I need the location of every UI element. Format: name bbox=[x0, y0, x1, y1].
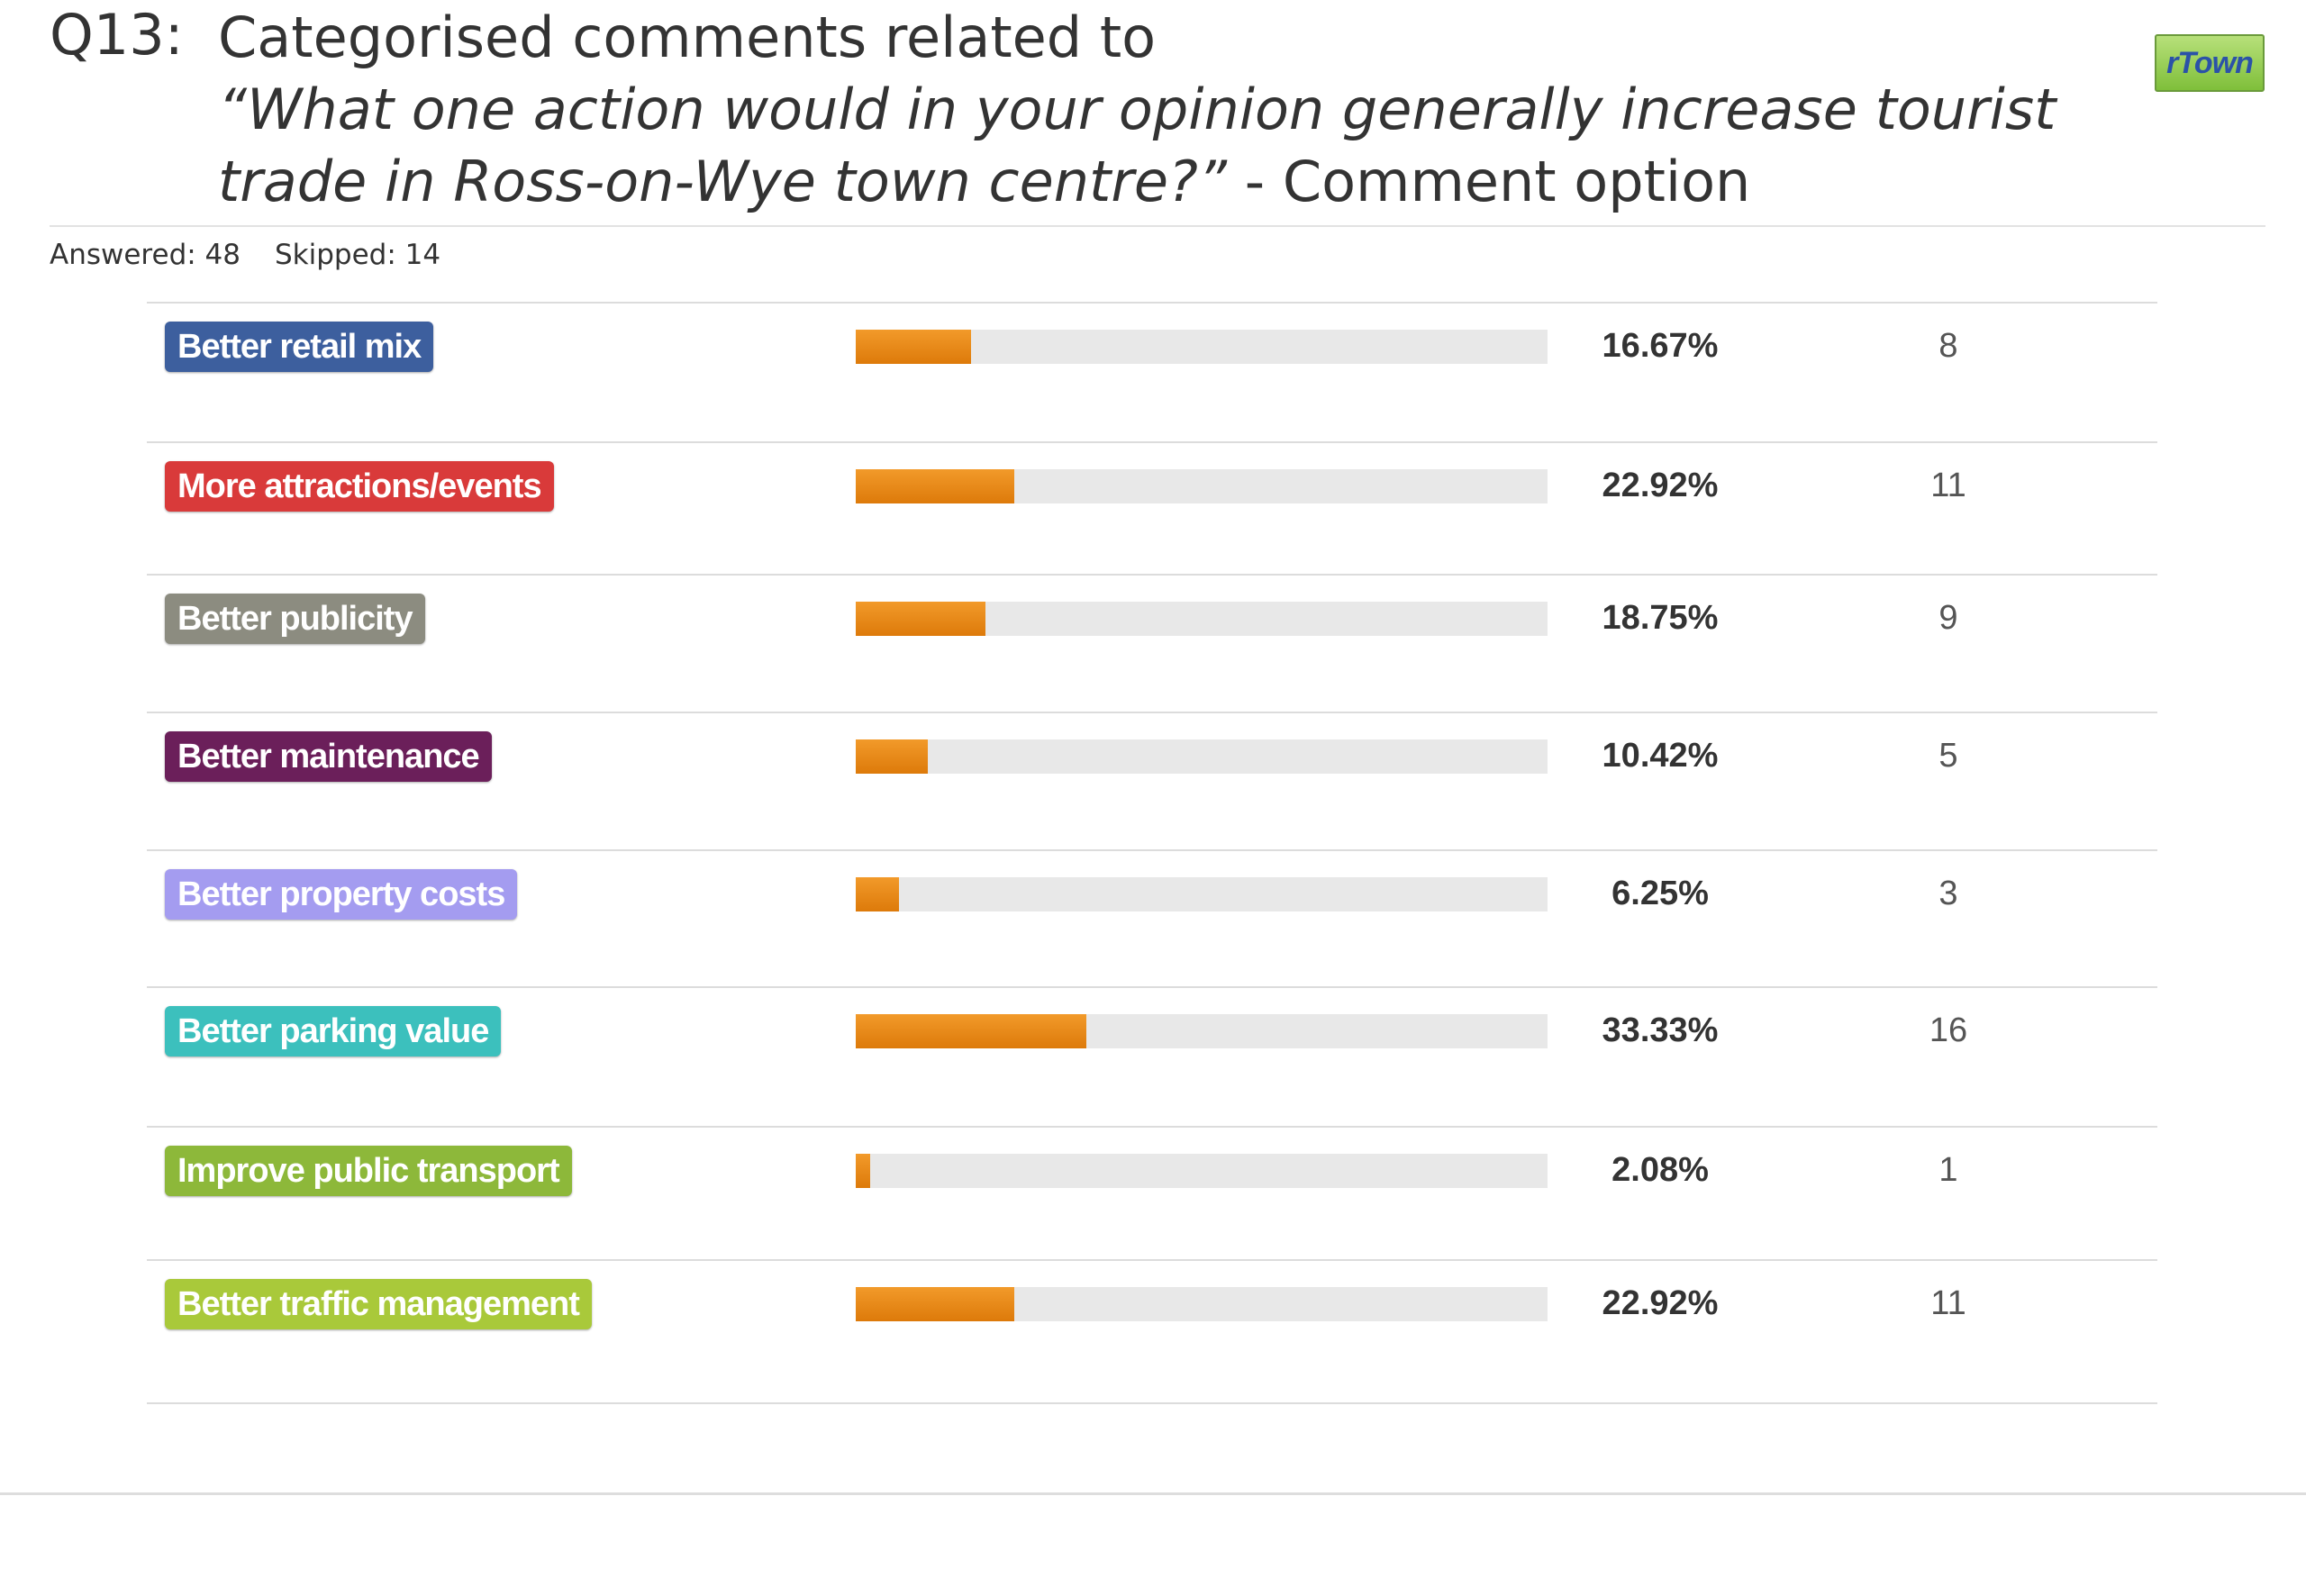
bar bbox=[856, 330, 971, 364]
question-title-line-3-italic: trade in Ross-on-Wye town centre?” bbox=[218, 149, 1228, 214]
bar-track bbox=[856, 330, 1548, 364]
bar bbox=[856, 1014, 1086, 1048]
category-label: Better traffic management bbox=[165, 1279, 592, 1329]
count-label: 16 bbox=[1929, 1011, 1968, 1049]
category-label: Better parking value bbox=[165, 1006, 502, 1056]
bar-track bbox=[856, 1287, 1548, 1321]
percent-label: 18.75% bbox=[1602, 599, 1719, 637]
bar-track bbox=[856, 1154, 1548, 1188]
category-label: More attractions/events bbox=[165, 461, 554, 512]
row-divider bbox=[147, 986, 2157, 988]
skipped-count: Skipped: 14 bbox=[275, 239, 441, 271]
bar-track bbox=[856, 602, 1548, 636]
question-title-line-3: trade in Ross-on-Wye town centre?” - Com… bbox=[218, 146, 2056, 218]
row-divider bbox=[147, 849, 2157, 851]
bar bbox=[856, 1287, 1014, 1321]
bottom-divider bbox=[0, 1492, 2306, 1495]
count-label: 9 bbox=[1938, 599, 1958, 637]
response-stats: Answered: 48 Skipped: 14 bbox=[50, 239, 440, 271]
question-title-line-3-rest: - Comment option bbox=[1227, 149, 1751, 214]
row-divider bbox=[147, 1126, 2157, 1128]
category-label: Better property costs bbox=[165, 869, 518, 920]
bar bbox=[856, 469, 1014, 503]
question-title: Categorised comments related to “What on… bbox=[218, 2, 2056, 218]
percent-label: 22.92% bbox=[1602, 467, 1719, 504]
header-divider bbox=[50, 225, 2265, 227]
count-label: 1 bbox=[1938, 1151, 1958, 1189]
percent-label: 16.67% bbox=[1602, 327, 1719, 365]
category-label: Better retail mix bbox=[165, 322, 434, 372]
question-title-line-1: Categorised comments related to bbox=[218, 5, 1157, 70]
percent-label: 33.33% bbox=[1602, 1011, 1719, 1049]
bar-track bbox=[856, 877, 1548, 911]
bar bbox=[856, 602, 985, 636]
row-divider bbox=[147, 302, 2157, 304]
bar bbox=[856, 739, 928, 774]
bar-track bbox=[856, 739, 1548, 774]
bar-chart: Better retail mix 16.67% 8 More attractions… bbox=[147, 302, 2157, 1410]
percent-label: 6.25% bbox=[1611, 875, 1709, 912]
bar-track bbox=[856, 1014, 1548, 1048]
row-divider bbox=[147, 712, 2157, 713]
count-label: 11 bbox=[1930, 1284, 1966, 1322]
count-label: 3 bbox=[1938, 875, 1958, 912]
category-label: Better publicity bbox=[165, 594, 425, 644]
answered-count: Answered: 48 bbox=[50, 239, 241, 271]
question-number: Q13: bbox=[50, 2, 184, 68]
category-label: Better maintenance bbox=[165, 731, 492, 782]
row-divider bbox=[147, 441, 2157, 443]
row-divider bbox=[147, 1402, 2157, 1404]
category-label: Improve public transport bbox=[165, 1146, 572, 1196]
percent-label: 10.42% bbox=[1602, 737, 1719, 775]
bar bbox=[856, 1154, 870, 1188]
question-title-line-2: “What one action would in your opinion g… bbox=[218, 77, 2056, 142]
count-label: 8 bbox=[1938, 327, 1958, 365]
rtown-logo: rTown bbox=[2155, 34, 2265, 92]
bar bbox=[856, 877, 899, 911]
percent-label: 22.92% bbox=[1602, 1284, 1719, 1322]
count-label: 5 bbox=[1938, 737, 1958, 775]
count-label: 11 bbox=[1930, 467, 1966, 504]
row-divider bbox=[147, 574, 2157, 576]
percent-label: 2.08% bbox=[1611, 1151, 1709, 1189]
row-divider bbox=[147, 1259, 2157, 1261]
bar-track bbox=[856, 469, 1548, 503]
